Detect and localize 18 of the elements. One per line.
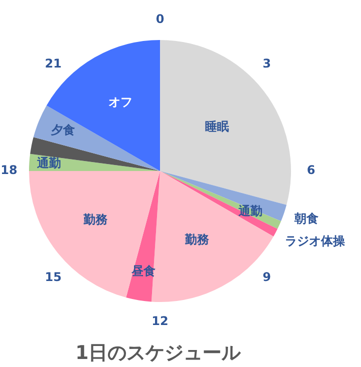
text: 1日のスケジュール <box>75 342 242 364</box>
text: 0 <box>156 12 164 26</box>
slice-label: ラジオ体操 <box>284 234 346 248</box>
slice-label: 勤務 <box>82 212 109 227</box>
slice-label: 昼食 <box>130 264 156 278</box>
text: 12 <box>152 314 168 328</box>
text: 3 <box>262 56 271 70</box>
text: 6 <box>306 163 316 178</box>
text: 18 <box>0 163 18 178</box>
slice-label: オフ <box>108 95 133 110</box>
slice-label: 睡眠 <box>205 119 230 134</box>
slice-label: 朝食 <box>294 212 319 226</box>
slice-label: 通勤 <box>36 156 61 170</box>
text: 15 <box>44 270 62 284</box>
slice-label: 夕食 <box>50 123 76 138</box>
text: 21 <box>44 56 62 70</box>
text: 9 <box>262 270 271 284</box>
slice-label: 勤務 <box>184 232 210 246</box>
